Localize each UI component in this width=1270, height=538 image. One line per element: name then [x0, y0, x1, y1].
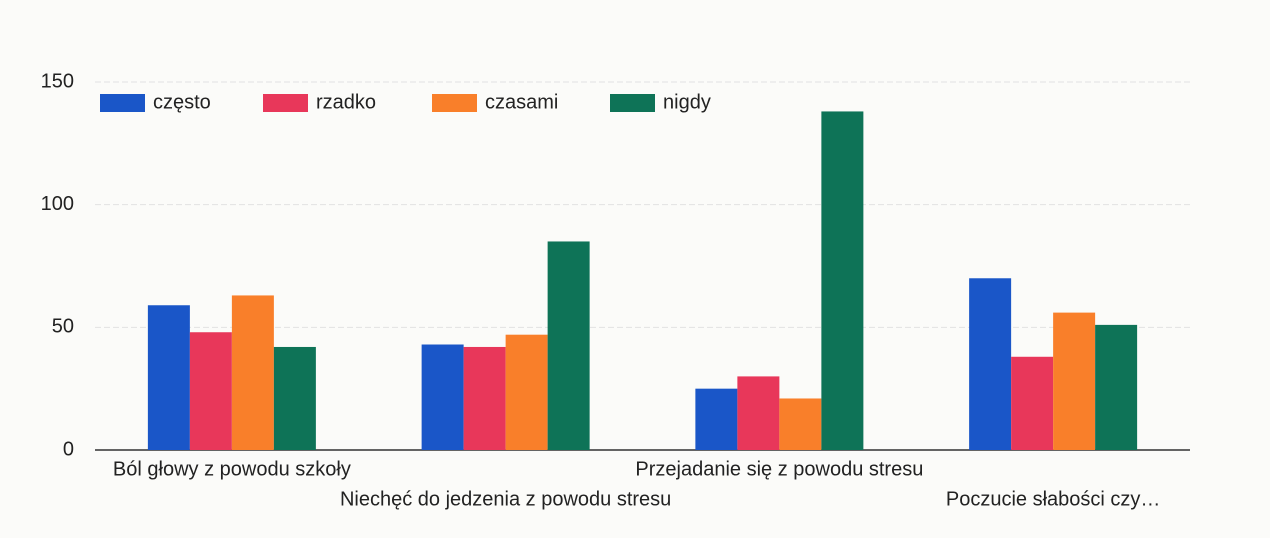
bar [737, 376, 780, 450]
legend-swatch [610, 94, 655, 112]
y-tick-label: 0 [63, 438, 74, 460]
legend-label: często [153, 91, 211, 113]
bar [695, 388, 738, 450]
bar [147, 305, 190, 450]
bar [273, 346, 316, 450]
y-tick-label: 100 [41, 193, 74, 215]
legend-label: czasami [485, 91, 558, 113]
bar [505, 334, 548, 450]
bar [421, 344, 464, 450]
x-tick-label: Ból głowy z powodu szkoły [113, 458, 351, 480]
legend-label: rzadko [316, 91, 376, 113]
bar [189, 332, 232, 450]
bar [821, 111, 864, 450]
bar [547, 241, 590, 450]
y-tick-label: 50 [52, 316, 74, 338]
legend-label: nigdy [663, 91, 711, 113]
y-tick-label: 150 [41, 70, 74, 92]
legend-swatch [100, 94, 145, 112]
bar [1095, 324, 1138, 450]
x-tick-label: Przejadanie się z powodu stresu [635, 458, 923, 480]
bar [1011, 356, 1054, 450]
bar [463, 346, 506, 450]
x-tick-label: Niechęć do jedzenia z powodu stresu [340, 488, 671, 510]
bar [231, 295, 274, 450]
bar [969, 278, 1012, 450]
bar [1053, 312, 1096, 450]
legend-swatch [263, 94, 308, 112]
bar [779, 398, 822, 450]
x-tick-label: Poczucie słabości czy… [946, 488, 1161, 510]
legend-swatch [432, 94, 477, 112]
